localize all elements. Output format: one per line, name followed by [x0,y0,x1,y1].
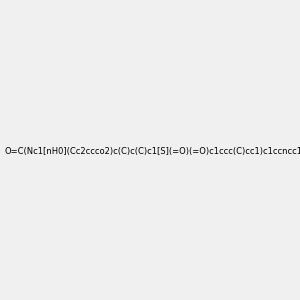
Text: O=C(Nc1[nH0](Cc2ccco2)c(C)c(C)c1[S](=O)(=O)c1ccc(C)cc1)c1ccncc1: O=C(Nc1[nH0](Cc2ccco2)c(C)c(C)c1[S](=O)(… [5,147,300,156]
